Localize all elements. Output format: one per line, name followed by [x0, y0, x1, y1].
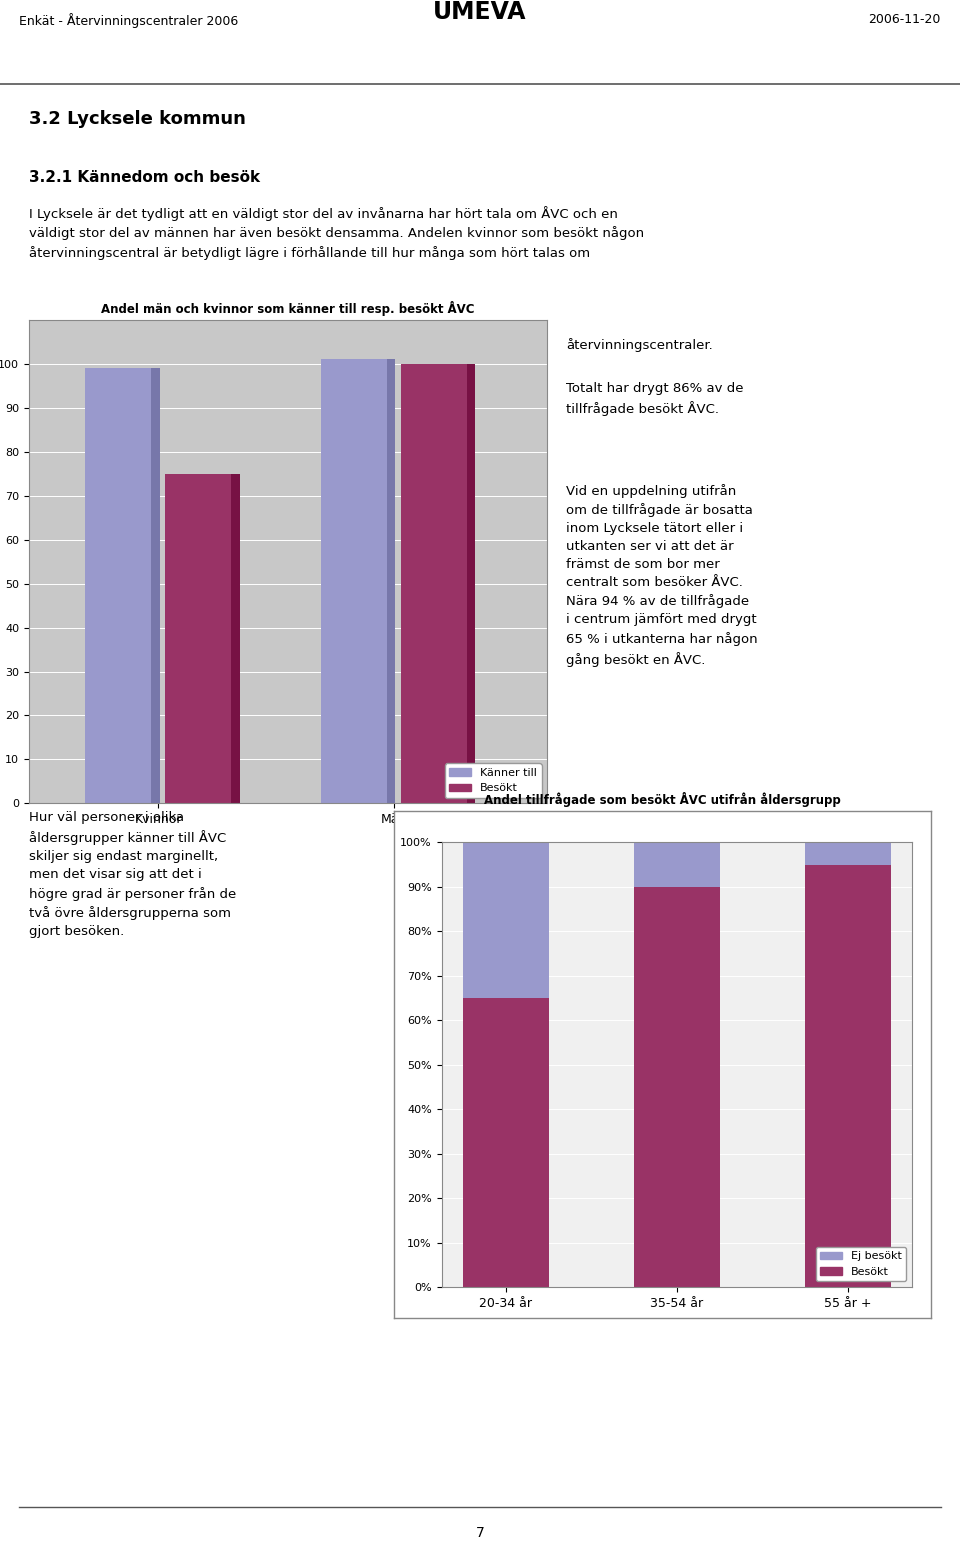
- Bar: [463, 998, 548, 1287]
- Title: Andel män och kvinnor som känner till resp. besökt ÅVC: Andel män och kvinnor som känner till re…: [101, 301, 475, 315]
- Bar: [805, 842, 891, 864]
- Bar: [85, 368, 152, 803]
- Legend: Ej besökt, Besökt: Ej besökt, Besökt: [816, 1246, 906, 1281]
- Bar: [634, 842, 720, 886]
- Bar: [329, 359, 396, 803]
- Text: UMEVA: UMEVA: [433, 0, 527, 23]
- Text: 3.2.1 Kännedom och besök: 3.2.1 Kännedom och besök: [29, 170, 260, 184]
- Bar: [94, 368, 159, 803]
- Bar: [174, 474, 240, 803]
- Bar: [321, 359, 387, 803]
- Text: Totalt har drygt 86% av de
tillfrågade besökt ÅVC.: Totalt har drygt 86% av de tillfrågade b…: [566, 382, 744, 417]
- Text: 2006-11-20: 2006-11-20: [869, 12, 941, 27]
- Text: 3.2 Lycksele kommun: 3.2 Lycksele kommun: [29, 109, 246, 128]
- Bar: [805, 864, 891, 1287]
- Text: Vid en uppdelning utifrån
om de tillfrågade är bosatta
inom Lycksele tätort elle: Vid en uppdelning utifrån om de tillfråg…: [566, 484, 758, 666]
- Bar: [463, 842, 548, 998]
- Text: återvinningscentraler.: återvinningscentraler.: [566, 339, 713, 351]
- Bar: [165, 474, 231, 803]
- Bar: [634, 886, 720, 1287]
- Text: I Lycksele är det tydligt att en väldigt stor del av invånarna har hört tala om : I Lycksele är det tydligt att en väldigt…: [29, 206, 644, 261]
- Text: Hur väl personer i olika
åldersgrupper känner till ÅVC
skiljer sig endast margin: Hur väl personer i olika åldersgrupper k…: [29, 811, 236, 938]
- Text: Enkät - Återvinningscentraler 2006: Enkät - Återvinningscentraler 2006: [19, 12, 238, 28]
- Legend: Känner till, Besökt: Känner till, Besökt: [444, 763, 541, 797]
- Text: 7: 7: [475, 1526, 485, 1540]
- Bar: [401, 363, 468, 803]
- Bar: [409, 363, 475, 803]
- Title: Andel tillfrågade som besökt ÅVC utifrån åldersgrupp: Andel tillfrågade som besökt ÅVC utifrån…: [484, 792, 841, 807]
